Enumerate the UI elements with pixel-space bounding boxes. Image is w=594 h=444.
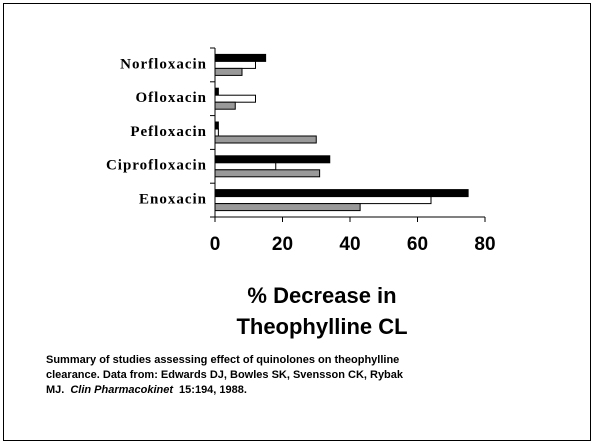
bar xyxy=(214,53,267,62)
bar xyxy=(214,121,219,130)
x-tick-label: 80 xyxy=(474,234,495,255)
bar xyxy=(214,189,469,198)
bar xyxy=(214,101,236,110)
caption: clearance. Data from: Edwards DJ, Bowles… xyxy=(46,369,404,381)
bar xyxy=(214,196,432,205)
bar xyxy=(214,203,361,212)
y-tick-label: Enoxacin xyxy=(139,192,207,208)
bar xyxy=(214,67,243,76)
bar xyxy=(214,155,331,164)
x-tick-label: 0 xyxy=(210,234,221,255)
y-tick-label: Ofloxacin xyxy=(136,90,208,106)
caption-part: 15:194, 1988. xyxy=(179,384,247,396)
bar xyxy=(214,162,277,171)
y-tick-label: Pefloxacin xyxy=(130,124,207,140)
caption: Summary of studies assessing effect of q… xyxy=(46,354,399,366)
x-tick-label: 60 xyxy=(407,234,428,255)
bar xyxy=(214,60,256,69)
bar xyxy=(214,169,321,178)
x-tick-label: 20 xyxy=(272,234,293,255)
caption: MJ. Clin Pharmacokinet 15:194, 1988. xyxy=(46,384,247,396)
frame xyxy=(3,3,591,441)
bar xyxy=(214,128,219,137)
bar xyxy=(214,94,256,103)
bar xyxy=(214,135,317,144)
x-axis-title: % Decrease in xyxy=(247,283,396,308)
bar xyxy=(214,87,219,96)
x-tick-label: 40 xyxy=(339,234,360,255)
caption-part: MJ. xyxy=(46,384,64,396)
x-axis-title: Theophylline CL xyxy=(236,314,407,339)
caption-journal: Clin Pharmacokinet xyxy=(70,384,174,396)
y-tick-label: Ciprofloxacin xyxy=(106,158,207,174)
y-tick-label: Norfloxacin xyxy=(120,56,207,72)
